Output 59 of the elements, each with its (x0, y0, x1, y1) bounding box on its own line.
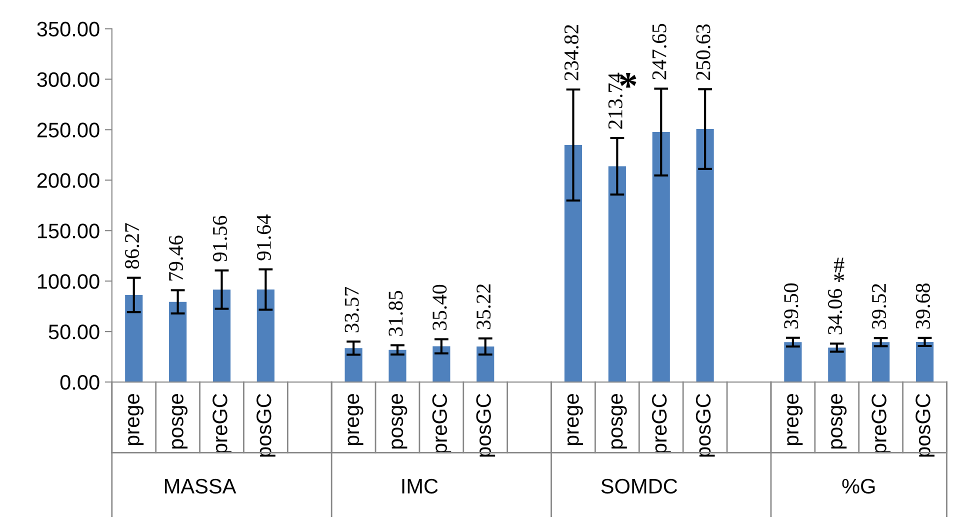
bar (432, 346, 450, 382)
y-tick-label: 350.00 (37, 22, 100, 37)
data-label: 247.65 (652, 24, 666, 80)
data-label: 91.56 (212, 216, 228, 262)
y-tick-label: 150.00 (38, 224, 100, 238)
y-tick-label: 300.00 (37, 72, 100, 87)
annotation: * (834, 272, 844, 282)
text: MASSA (165, 478, 236, 494)
bar (388, 350, 406, 382)
bar (696, 129, 714, 382)
bar (344, 348, 362, 382)
bar (784, 342, 802, 382)
bar (652, 132, 670, 382)
y-tick-label: 0.00 (60, 375, 100, 390)
data-label: 234.82 (564, 25, 579, 80)
bar (212, 290, 231, 382)
data-label: 213.74 (608, 72, 622, 129)
y-tick-label: 200.00 (37, 173, 100, 188)
y-tick-label: 50.00 (48, 324, 100, 340)
y-tick-label: 100.00 (38, 274, 100, 289)
data-label: 86.27 (125, 223, 140, 269)
bar (169, 302, 187, 382)
data-label: 31.85 (388, 290, 403, 336)
data-label: 35.22 (476, 284, 491, 330)
data-label: 34.06 (828, 289, 842, 334)
data-label: 35.40 (432, 284, 447, 330)
data-label: 39.50 (784, 283, 798, 328)
bar (916, 342, 934, 382)
text: IMC (402, 478, 438, 494)
x-tick-label: posge (392, 394, 408, 449)
data-label: 79.46 (169, 236, 184, 281)
bar (872, 342, 890, 382)
annotation: # (834, 258, 844, 272)
data-label: 250.63 (696, 24, 710, 80)
x-tick-label: posGC (916, 394, 934, 457)
x-tick-label: prege (567, 394, 583, 446)
x-tick-label: prege (787, 394, 803, 446)
x-tick-label: posGC (476, 394, 496, 457)
data-label: 39.52 (872, 284, 886, 329)
x-tick-label: prege (128, 394, 144, 446)
bar (125, 294, 143, 382)
bar (256, 290, 274, 382)
x-tick-label: posge (611, 394, 627, 449)
x-tick-label: prege (348, 394, 364, 446)
bar (828, 348, 846, 382)
text: %G (842, 478, 875, 494)
y-tick-label: 250.00 (37, 122, 100, 138)
bar (608, 166, 626, 382)
text: SOMDC (601, 478, 678, 494)
data-label: 91.64 (256, 214, 271, 260)
bar (564, 145, 582, 382)
data-label: 33.57 (344, 286, 359, 332)
x-tick-label: posGC (256, 394, 276, 457)
x-tick-label: posge (172, 394, 188, 449)
annotation: * (620, 73, 636, 88)
x-tick-label: posge (831, 394, 847, 449)
x-tick-label: posGC (696, 394, 715, 457)
bar (476, 346, 494, 382)
data-label: 39.68 (916, 284, 930, 329)
